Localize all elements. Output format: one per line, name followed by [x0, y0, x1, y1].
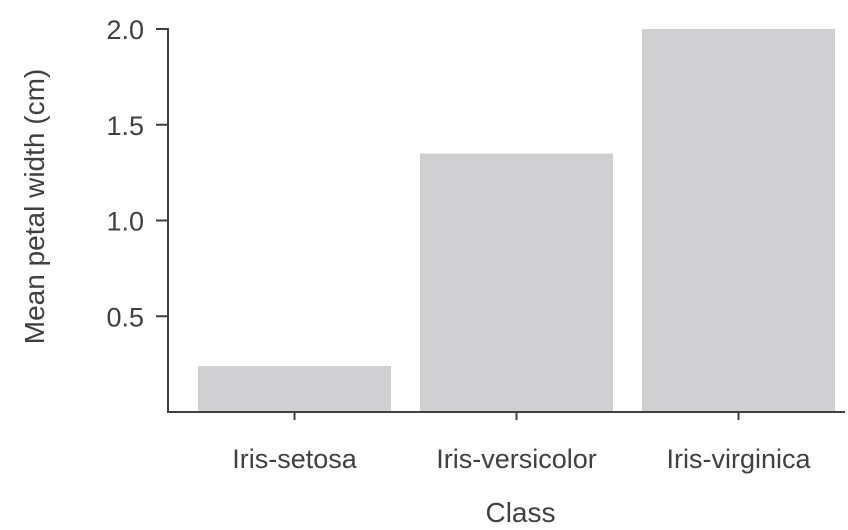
x-tick-label: Iris-setosa [232, 444, 358, 474]
y-tick-label: 2.0 [106, 15, 144, 45]
x-tick-label: Iris-virginica [666, 444, 811, 474]
y-tick-label: 1.0 [106, 207, 144, 237]
bar-iris-virginica [642, 29, 835, 412]
bar-iris-versicolor [420, 153, 613, 412]
x-tick-label: Iris-versicolor [436, 444, 597, 474]
y-axis-title: Mean petal width (cm) [19, 69, 50, 344]
x-axis-title: Class [485, 497, 555, 528]
y-ticks-group: 0.5 1.0 1.5 2.0 [106, 15, 168, 332]
y-tick-label: 0.5 [106, 302, 144, 332]
x-ticks-group: Iris-setosa Iris-versicolor Iris-virginica [232, 412, 811, 474]
bars-group [198, 29, 835, 412]
bar-iris-setosa [198, 366, 391, 412]
y-tick-label: 1.5 [106, 111, 144, 141]
